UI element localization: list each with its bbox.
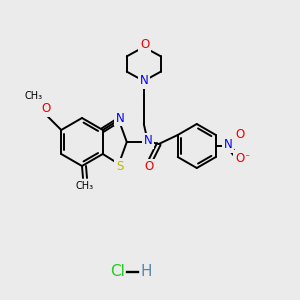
Text: H: H — [140, 265, 152, 280]
Text: CH₃: CH₃ — [76, 181, 94, 191]
Text: O: O — [235, 128, 244, 140]
Text: S: S — [116, 160, 124, 172]
Text: methoxy: methoxy — [34, 97, 41, 98]
Text: O: O — [235, 152, 244, 164]
Text: O: O — [140, 38, 149, 52]
Text: N: N — [224, 139, 232, 152]
Text: N: N — [140, 74, 148, 88]
Text: O: O — [42, 103, 51, 116]
Text: O: O — [144, 160, 153, 173]
Text: +: + — [229, 136, 235, 146]
Text: N: N — [116, 112, 124, 124]
Text: Cl: Cl — [111, 265, 125, 280]
Text: CH₃: CH₃ — [24, 91, 42, 101]
Text: N: N — [143, 134, 152, 148]
Text: ⁻: ⁻ — [244, 152, 250, 166]
